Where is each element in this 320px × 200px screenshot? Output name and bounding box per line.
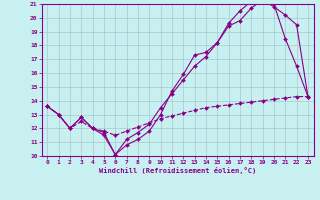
X-axis label: Windchill (Refroidissement éolien,°C): Windchill (Refroidissement éolien,°C) [99,167,256,174]
